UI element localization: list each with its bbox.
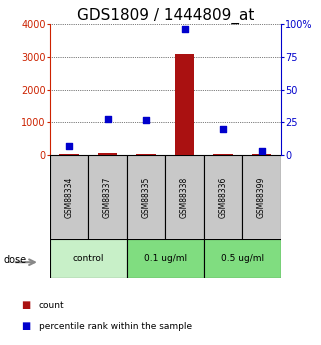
Bar [204, 155, 242, 240]
Text: dose: dose [3, 256, 26, 265]
Title: GDS1809 / 1444809_at: GDS1809 / 1444809_at [77, 8, 254, 24]
Bar [50, 239, 127, 278]
Bar [50, 155, 88, 240]
Point [105, 116, 110, 121]
Bar [98, 154, 117, 155]
Text: control: control [73, 254, 104, 263]
Bar [165, 155, 204, 240]
Bar [136, 154, 156, 155]
Text: GSM88334: GSM88334 [65, 177, 74, 218]
Text: GSM88399: GSM88399 [257, 177, 266, 218]
Bar [175, 53, 194, 155]
Bar [213, 154, 233, 155]
Text: GSM88338: GSM88338 [180, 177, 189, 218]
Point [182, 27, 187, 32]
Point [66, 143, 72, 149]
Text: GSM88336: GSM88336 [219, 177, 228, 218]
Text: ■: ■ [21, 300, 30, 310]
Bar [242, 155, 281, 240]
Bar [127, 155, 165, 240]
Text: count: count [39, 301, 64, 310]
Bar [252, 154, 271, 155]
Bar [59, 154, 79, 155]
Text: percentile rank within the sample: percentile rank within the sample [39, 322, 192, 331]
Point [221, 126, 226, 132]
Bar [127, 239, 204, 278]
Text: GSM88335: GSM88335 [142, 177, 151, 218]
Text: 0.5 ug/ml: 0.5 ug/ml [221, 254, 264, 263]
Text: 0.1 ug/ml: 0.1 ug/ml [144, 254, 187, 263]
Point [259, 149, 264, 154]
Text: ■: ■ [21, 321, 30, 331]
Bar [88, 155, 127, 240]
Text: GSM88337: GSM88337 [103, 177, 112, 218]
Bar [204, 239, 281, 278]
Point [143, 117, 149, 122]
